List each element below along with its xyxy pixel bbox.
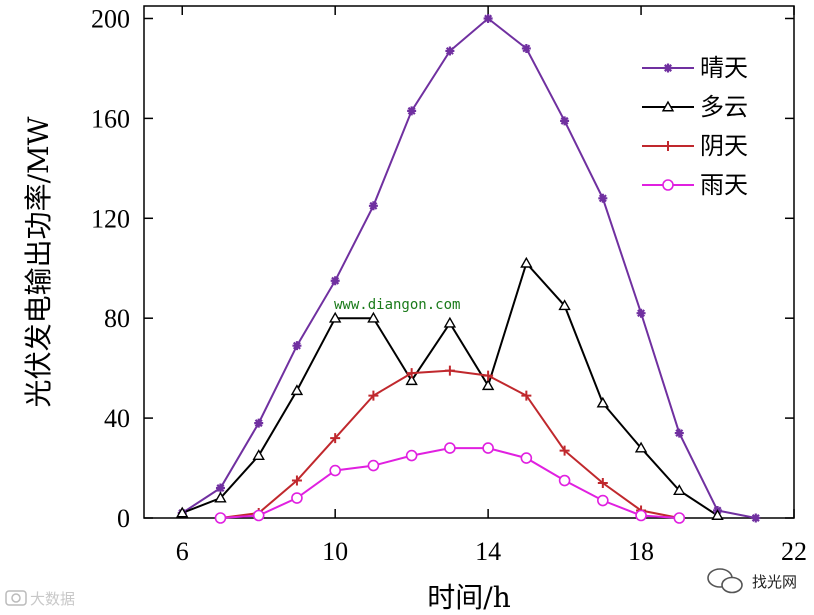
data-point-series-2 [558, 299, 571, 311]
watermark-right: 找光网 [752, 573, 797, 591]
data-point-series-4 [673, 512, 686, 524]
data-point-series-4 [482, 442, 494, 454]
series-line-1 [181, 17, 756, 519]
data-point-series-3 [483, 370, 494, 381]
y-tick-label: 200 [91, 4, 130, 33]
data-point-series-2 [634, 441, 648, 453]
legend-label: 雨天 [700, 171, 748, 199]
legend-marker [661, 100, 675, 112]
legend-label: 阴天 [700, 132, 748, 160]
data-point-series-2 [252, 449, 265, 461]
data-point-series-2 [214, 491, 227, 503]
y-tick-label: 120 [91, 204, 130, 233]
data-point-series-1 [560, 116, 570, 126]
y-tick-label: 40 [104, 404, 130, 433]
data-point-series-1 [407, 106, 417, 116]
data-point-series-2 [443, 316, 457, 328]
data-point-series-2 [520, 256, 533, 268]
data-point-series-2 [328, 311, 342, 323]
data-point-series-2 [176, 506, 189, 518]
data-point-series-1 [751, 513, 761, 523]
data-point-series-2 [673, 484, 686, 495]
data-point-series-4 [558, 474, 571, 487]
data-point-series-3 [597, 478, 608, 489]
data-point-series-4 [405, 449, 418, 462]
data-point-series-3 [368, 390, 379, 401]
data-point-series-4 [214, 512, 227, 524]
data-point-series-2 [367, 311, 380, 323]
data-point-series-4 [597, 494, 609, 507]
legend-marker [663, 63, 673, 73]
data-point-series-4 [291, 492, 303, 504]
data-point-series-1 [292, 341, 302, 351]
x-tick-label: 14 [475, 537, 501, 566]
y-tick-label: 0 [117, 504, 130, 533]
lines-layer [181, 17, 756, 519]
watermark-left: 大数据 [30, 590, 75, 608]
markers-layer [176, 13, 761, 524]
data-point-series-1 [598, 193, 608, 203]
x-tick-label: 6 [176, 537, 189, 566]
x-tick-label: 22 [781, 537, 807, 566]
legend-label: 多云 [700, 93, 748, 121]
data-point-series-4 [252, 509, 265, 522]
x-tick-label: 10 [322, 537, 348, 566]
data-point-series-1 [254, 418, 264, 428]
data-point-series-3 [291, 475, 302, 486]
y-tick-label: 160 [91, 104, 130, 133]
data-point-series-4 [444, 442, 456, 454]
data-point-series-1 [368, 201, 378, 211]
data-point-series-1 [674, 428, 684, 438]
data-point-series-3 [559, 445, 570, 456]
data-point-series-1 [215, 483, 225, 493]
data-point-series-3 [406, 368, 417, 379]
x-axis-title: 时间/h [427, 581, 510, 614]
data-point-series-1 [330, 276, 340, 286]
data-point-series-3 [521, 390, 532, 401]
legend-label: 晴天 [700, 54, 748, 82]
data-point-series-2 [290, 384, 304, 396]
series-line-4 [220, 447, 680, 519]
legend-marker [663, 141, 673, 151]
x-tick-label: 18 [628, 537, 654, 566]
data-point-series-4 [367, 459, 380, 472]
y-tick-label: 80 [104, 304, 130, 333]
data-point-series-2 [481, 379, 495, 391]
data-point-series-4 [635, 509, 647, 522]
data-point-series-2 [596, 396, 610, 408]
data-point-series-4 [329, 464, 341, 477]
data-point-series-1 [445, 46, 455, 56]
y-axis-title: 光伏发电输出功率/MW [22, 116, 55, 407]
data-point-series-2 [405, 374, 418, 386]
data-point-series-4 [520, 452, 533, 464]
watermark-annotation: www.diangon.com [334, 297, 460, 313]
data-point-series-3 [330, 433, 341, 444]
plot-frame [143, 5, 795, 519]
data-point-series-1 [636, 308, 646, 318]
wechat-icon [707, 568, 743, 594]
camera-icon [5, 590, 27, 606]
legend-marker [662, 179, 674, 191]
data-point-series-3 [444, 365, 455, 376]
data-point-series-2 [711, 509, 724, 520]
ticks-layer: 6 10 14 18 22 0 40 80 120 160 200 [91, 4, 807, 566]
data-point-series-1 [483, 13, 493, 23]
data-point-series-1 [521, 43, 531, 53]
